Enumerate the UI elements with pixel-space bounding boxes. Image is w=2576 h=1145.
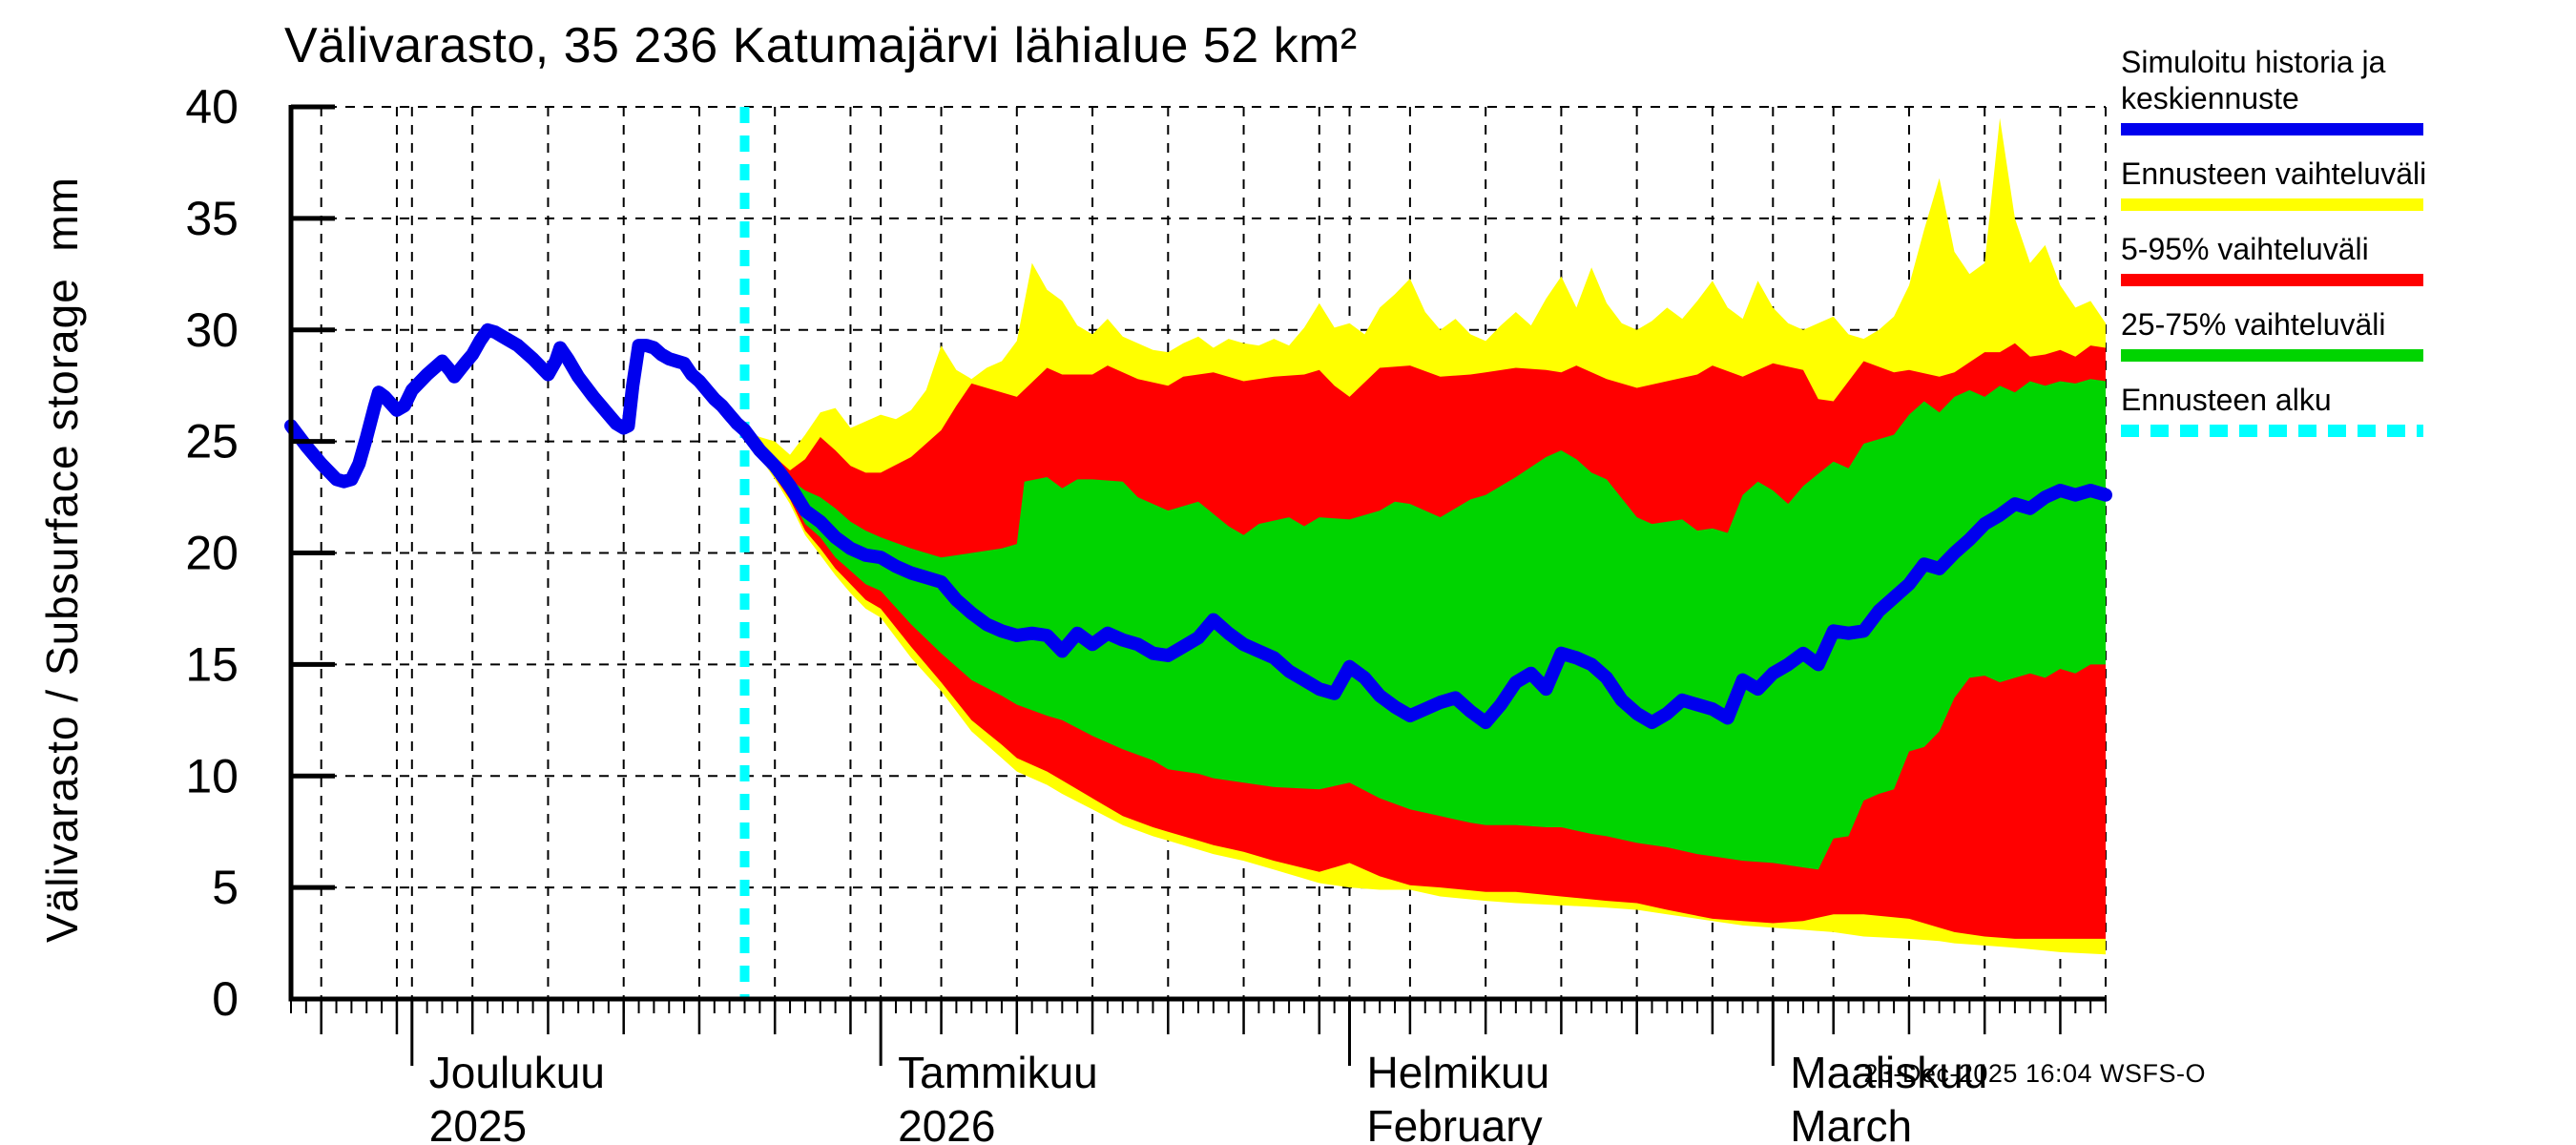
legend: Simuloitu historia ja keskiennuste Ennuste… <box>2121 44 2464 457</box>
y-tick-label-15: 15 <box>185 637 239 691</box>
legend-label: 5-95% vaihteluväli <box>2121 232 2369 266</box>
x-month-label: Joulukuu <box>429 1048 605 1097</box>
timestamp-watermark: 23-Dec-2025 16:04 WSFS-O <box>1863 1059 2206 1088</box>
y-tick-label-10: 10 <box>185 749 239 802</box>
y-tick-label-0: 0 <box>212 972 239 1026</box>
x-month-label: Tammikuu <box>898 1048 1098 1097</box>
legend-swatch-line <box>2121 274 2423 286</box>
legend-item-3: 25-75% vaihteluväli <box>2121 306 2464 362</box>
x-month-sublabel: 2025 <box>429 1101 527 1145</box>
legend-item-4: Ennusteen alku <box>2121 382 2464 437</box>
legend-item-0: Simuloitu historia ja keskiennuste <box>2121 44 2464 135</box>
legend-label: keskiennuste <box>2121 81 2299 115</box>
y-tick-label-20: 20 <box>185 527 239 580</box>
legend-swatch-line <box>2121 123 2423 135</box>
y-tick-label-5: 5 <box>212 861 239 914</box>
x-month-sublabel: March <box>1790 1101 1912 1145</box>
legend-swatch-line <box>2121 349 2423 362</box>
legend-swatch-dashed-line <box>2121 425 2423 437</box>
x-month-sublabel: February <box>1367 1101 1543 1145</box>
y-tick-label-25: 25 <box>185 415 239 468</box>
y-tick-label-30: 30 <box>185 303 239 357</box>
band-25-75-green <box>744 379 2106 870</box>
x-month-label: Maaliskuu <box>1790 1048 1987 1097</box>
x-month-sublabel: 2026 <box>898 1101 995 1145</box>
legend-label: 25-75% vaihteluväli <box>2121 307 2386 342</box>
legend-item-2: 5-95% vaihteluväli <box>2121 231 2464 286</box>
history-and-median-line <box>284 323 2112 730</box>
legend-label: Ennusteen alku <box>2121 383 2332 417</box>
y-tick-label-40: 40 <box>185 80 239 134</box>
legend-label: Simuloitu historia ja <box>2121 45 2386 79</box>
legend-item-1: Ennusteen vaihteluväli <box>2121 156 2464 211</box>
chart-title: Välivarasto, 35 236 Katumajärvi lähialue… <box>284 18 1358 73</box>
x-month-label: Helmikuu <box>1367 1048 1550 1097</box>
legend-swatch-line <box>2121 198 2423 211</box>
legend-label: Ennusteen vaihteluväli <box>2121 156 2427 191</box>
y-axis-title: Välivarasto / Subsurface storage mm <box>37 177 87 943</box>
y-tick-label-35: 35 <box>185 192 239 245</box>
